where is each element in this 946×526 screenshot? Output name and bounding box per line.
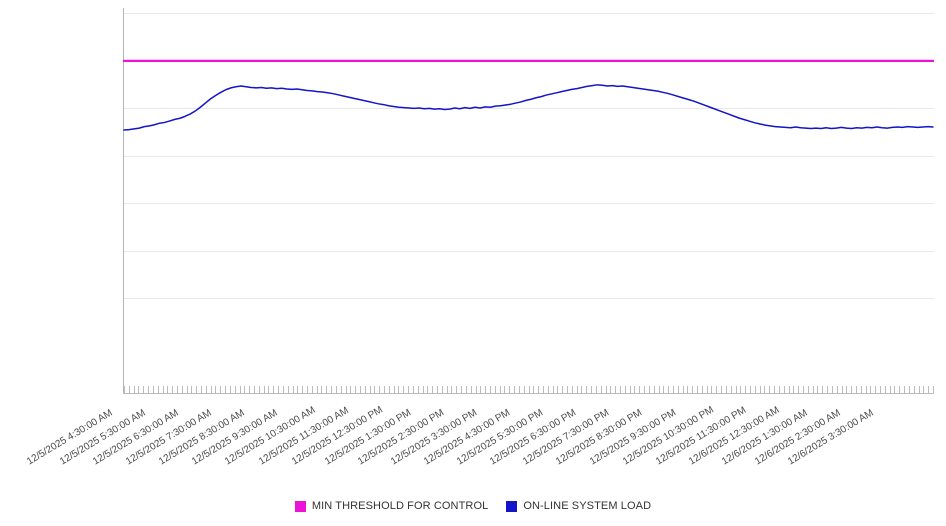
legend-swatch-icon xyxy=(506,500,518,512)
gridlines xyxy=(123,13,934,299)
plot-area xyxy=(123,8,934,394)
legend-item-min-threshold[interactable]: MIN THRESHOLD FOR CONTROL xyxy=(294,500,489,512)
x-axis-labels: 12/5/2025 4:30:00 AM 12/5/2025 5:30:00 AM… xyxy=(0,396,946,492)
x-axis-tick-marks xyxy=(123,386,934,394)
legend-item-online-system-load[interactable]: ON-LINE SYSTEM LOAD xyxy=(506,500,651,512)
chart-legend: MIN THRESHOLD FOR CONTROL ON-LINE SYSTEM… xyxy=(0,496,946,516)
online-system-load-series-line xyxy=(123,84,934,131)
plot-canvas xyxy=(123,8,934,394)
legend-swatch-icon xyxy=(294,500,306,512)
legend-item-label: MIN THRESHOLD FOR CONTROL xyxy=(311,500,489,512)
legend-item-label: ON-LINE SYSTEM LOAD xyxy=(523,500,652,512)
